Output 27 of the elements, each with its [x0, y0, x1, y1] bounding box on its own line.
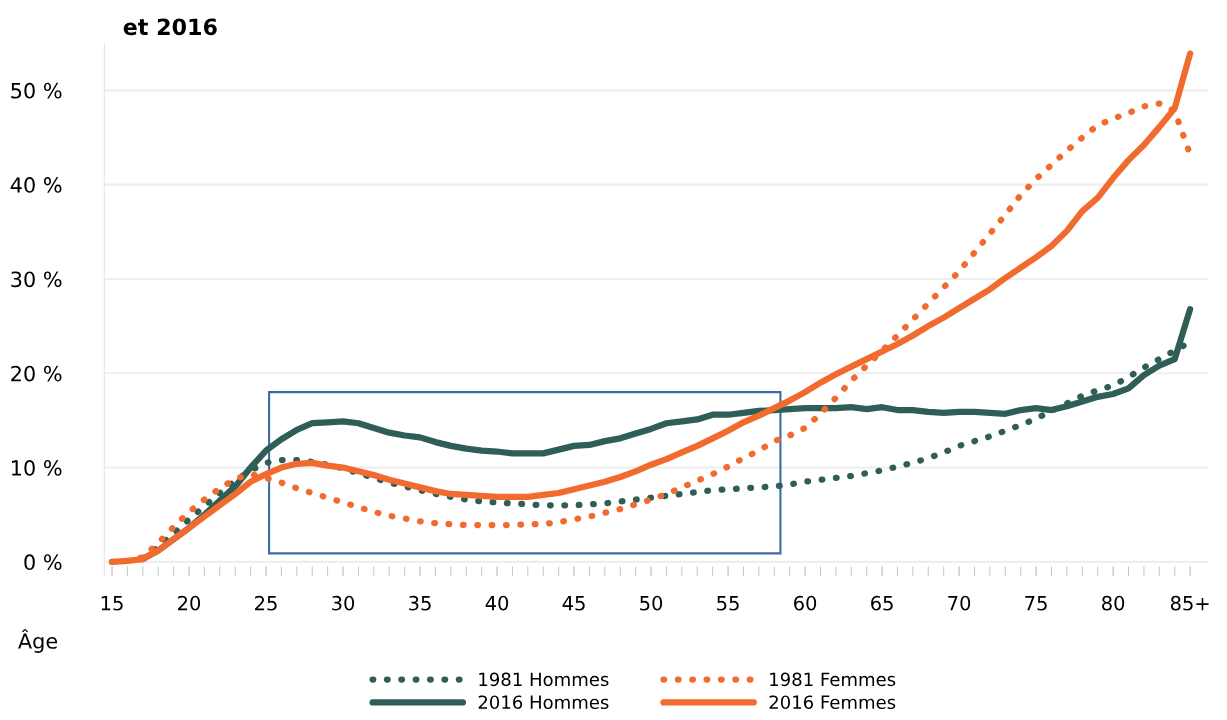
y-tick-label: 20 % — [11, 365, 62, 382]
legend-label: 1981 Hommes — [479, 672, 609, 687]
x-axis-title: Âge — [18, 629, 58, 653]
y-tick-label: 40 % — [10, 177, 62, 193]
x-tick-label: 35 — [409, 595, 431, 611]
x-tick-label: 70 — [948, 595, 971, 611]
x-tick-label: 65 — [871, 595, 893, 611]
x-tick-label: 40 — [485, 595, 509, 611]
x-tick-label: 80 — [1102, 595, 1125, 611]
x-tick-label: 85+ — [1170, 595, 1209, 611]
x-tick-label: 55 — [717, 596, 739, 611]
x-tick-label: 30 — [332, 595, 355, 611]
y-tick-label: 10 % — [11, 460, 62, 476]
y-tick-label: 30 % — [11, 271, 62, 288]
y-tick-label: 50 % — [11, 82, 62, 99]
x-tick-label: 45 — [562, 596, 585, 611]
legend-label: 2016 Femmes — [769, 695, 896, 710]
x-tick-label: 60 — [794, 595, 817, 611]
legend-label: 2016 Hommes — [478, 695, 609, 710]
y-tick-label: 0 % — [24, 554, 62, 571]
chart-title: et 2016 — [123, 18, 217, 36]
x-tick-label: 50 — [640, 595, 663, 611]
x-tick-label: 15 — [101, 596, 123, 611]
x-tick-label: 25 — [255, 595, 277, 611]
legend-label: 1981 Femmes — [770, 672, 896, 687]
x-tick-label: 20 — [178, 595, 201, 611]
x-tick-label: 75 — [1025, 596, 1047, 611]
